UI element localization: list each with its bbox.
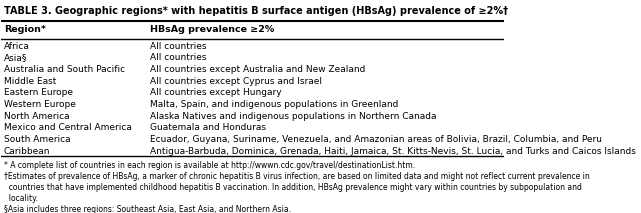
Text: Antigua-Barbuda, Dominica, Grenada, Haiti, Jamaica, St. Kitts-Nevis, St. Lucia, : Antigua-Barbuda, Dominica, Grenada, Hait… (149, 147, 635, 155)
Text: All countries except Hungary: All countries except Hungary (149, 88, 281, 97)
Text: All countries: All countries (149, 42, 206, 51)
Text: §Asia includes three regions: Southeast Asia, East Asia, and Northern Asia.: §Asia includes three regions: Southeast … (4, 204, 291, 213)
Text: Middle East: Middle East (4, 77, 56, 86)
Text: Africa: Africa (4, 42, 29, 51)
Text: Region*: Region* (4, 25, 46, 34)
Text: North America: North America (4, 112, 69, 121)
Text: Australia and South Pacific: Australia and South Pacific (4, 65, 125, 74)
Text: Mexico and Central America: Mexico and Central America (4, 123, 132, 132)
Text: HBsAg prevalence ≥2%: HBsAg prevalence ≥2% (149, 25, 274, 34)
Text: Alaska Natives and indigenous populations in Northern Canada: Alaska Natives and indigenous population… (149, 112, 436, 121)
Text: Ecuador, Guyana, Suriname, Venezuela, and Amazonian areas of Bolivia, Brazil, Co: Ecuador, Guyana, Suriname, Venezuela, an… (149, 135, 602, 144)
Text: countries that have implemented childhood hepatitis B vaccination. In addition, : countries that have implemented childhoo… (4, 183, 582, 192)
Text: Malta, Spain, and indigenous populations in Greenland: Malta, Spain, and indigenous populations… (149, 100, 398, 109)
Text: †Estimates of prevalence of HBsAg, a marker of chronic hepatitis B virus infecti: †Estimates of prevalence of HBsAg, a mar… (4, 172, 590, 181)
Text: Asia§: Asia§ (4, 53, 28, 62)
Text: Eastern Europe: Eastern Europe (4, 88, 73, 97)
Text: Western Europe: Western Europe (4, 100, 76, 109)
Text: * A complete list of countries in each region is available at http://wwwn.cdc.go: * A complete list of countries in each r… (4, 161, 415, 170)
Text: Guatemala and Honduras: Guatemala and Honduras (149, 123, 265, 132)
Text: locality.: locality. (4, 194, 38, 203)
Text: All countries: All countries (149, 53, 206, 62)
Text: Caribbean: Caribbean (4, 147, 51, 155)
Text: All countries except Cyprus and Israel: All countries except Cyprus and Israel (149, 77, 322, 86)
Text: South America: South America (4, 135, 71, 144)
Text: TABLE 3. Geographic regions* with hepatitis B surface antigen (HBsAg) prevalence: TABLE 3. Geographic regions* with hepati… (4, 6, 508, 16)
Text: All countries except Australia and New Zealand: All countries except Australia and New Z… (149, 65, 365, 74)
